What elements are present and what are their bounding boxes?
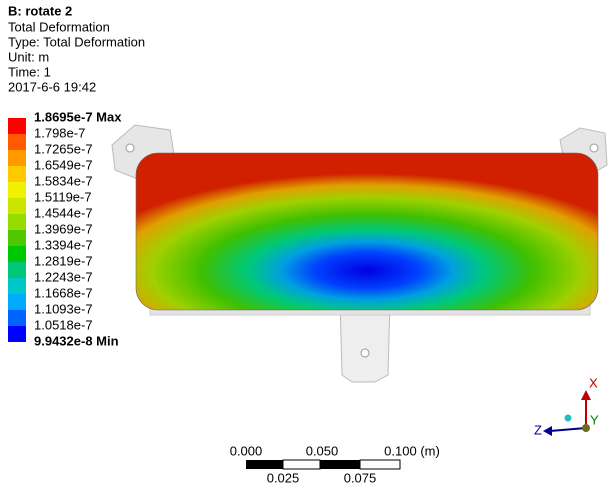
- legend-swatch: [8, 150, 26, 166]
- scale-label: 0.025: [267, 470, 300, 485]
- scale-segment: [320, 460, 360, 469]
- screenshot: B: rotate 2 Total DeformationType: Total…: [0, 0, 609, 487]
- legend-swatch: [8, 262, 26, 278]
- origin: [565, 415, 572, 422]
- legend-swatch: [8, 182, 26, 198]
- header-title: B: rotate 2: [8, 3, 72, 18]
- header-line: Total Deformation: [8, 19, 110, 34]
- legend-label: 1.1093e-7: [34, 301, 93, 316]
- axis-label: Y: [590, 412, 599, 427]
- triad: X Y Z: [534, 375, 599, 437]
- legend-label: 1.2243e-7: [34, 269, 93, 284]
- legend-swatch: [8, 166, 26, 182]
- hole: [126, 144, 134, 152]
- scale-label: 0.075: [344, 470, 377, 485]
- legend: 1.8695e-7 Max1.798e-71.7265e-71.6549e-71…: [8, 109, 122, 348]
- arrow-head: [543, 426, 552, 436]
- model: [112, 125, 607, 382]
- scale-label: 0.000: [230, 443, 263, 458]
- legend-swatch: [8, 134, 26, 150]
- header-line: Type: Total Deformation: [8, 34, 145, 49]
- scale-segment: [246, 460, 283, 469]
- scale-label: 0.050: [306, 443, 339, 458]
- y-axis-arrow: [582, 424, 590, 432]
- legend-label: 1.5834e-7: [34, 173, 93, 188]
- scale-label: 0.100 (m): [384, 443, 440, 458]
- legend-swatch: [8, 118, 26, 134]
- legend-label: 9.9432e-8 Min: [34, 333, 119, 348]
- legend-swatch: [8, 198, 26, 214]
- arrow-head: [581, 390, 591, 400]
- legend-label: 1.6549e-7: [34, 157, 93, 172]
- legend-swatch: [8, 246, 26, 262]
- legend-label: 1.798e-7: [34, 125, 85, 140]
- legend-swatch: [8, 278, 26, 294]
- deformation-surface: [136, 153, 598, 310]
- legend-swatch: [8, 230, 26, 246]
- viewport: B: rotate 2 Total DeformationType: Total…: [0, 0, 609, 487]
- scale-segment: [360, 460, 400, 469]
- scale-bar: 0.000 0.050 0.100 (m) 0.025 0.075: [230, 443, 440, 485]
- axis-label: X: [589, 375, 598, 390]
- scale-segment: [283, 460, 320, 469]
- legend-swatch: [8, 214, 26, 230]
- legend-label: 1.1668e-7: [34, 285, 93, 300]
- legend-swatch: [8, 310, 26, 326]
- legend-swatch: [8, 326, 26, 342]
- legend-label: 1.8695e-7 Max: [34, 109, 122, 124]
- header-line: Unit: m: [8, 49, 49, 64]
- header-line: 2017-6-6 19:42: [8, 79, 96, 94]
- header-line: Time: 1: [8, 64, 51, 79]
- z-axis-arrow: [550, 428, 586, 431]
- legend-label: 1.4544e-7: [34, 205, 93, 220]
- legend-label: 1.3394e-7: [34, 237, 93, 252]
- legend-label: 1.7265e-7: [34, 141, 93, 156]
- legend-label: 1.0518e-7: [34, 317, 93, 332]
- hole: [590, 144, 598, 152]
- legend-label: 1.5119e-7: [34, 189, 92, 204]
- axis-label: Z: [534, 422, 542, 437]
- legend-label: 1.2819e-7: [34, 253, 93, 268]
- legend-swatch: [8, 294, 26, 310]
- legend-label: 1.3969e-7: [34, 221, 93, 236]
- hole: [361, 349, 369, 357]
